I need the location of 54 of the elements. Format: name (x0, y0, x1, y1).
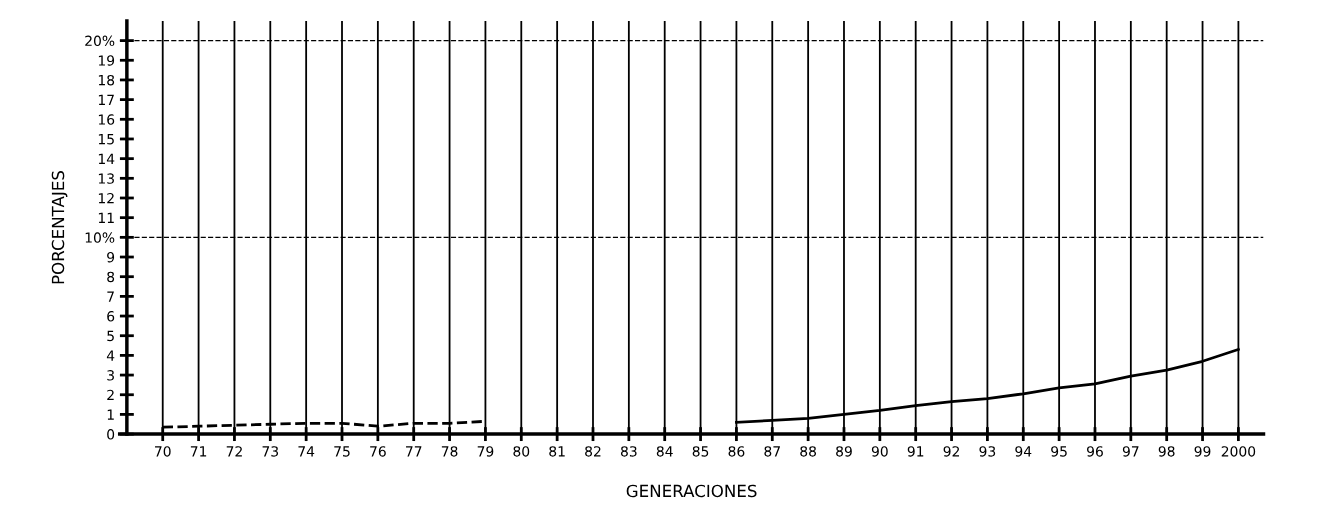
x-tick-label: 72 (226, 446, 242, 457)
x-tick-label: 70 (155, 446, 171, 457)
x-tick-label: 97 (1122, 446, 1139, 457)
x-tick-label: 92 (943, 446, 959, 457)
x-tick-label: 94 (1015, 446, 1032, 457)
x-tick-label: 88 (800, 446, 817, 457)
x-tick-label: 73 (262, 446, 279, 457)
y-tick-label: 9 (107, 251, 115, 263)
x-tick-label: 89 (836, 446, 852, 457)
x-tick-label: 75 (334, 446, 350, 457)
x-tick-label: 91 (907, 446, 924, 457)
x-tick-label: 87 (764, 446, 780, 457)
x-tick-label: 80 (513, 446, 530, 457)
x-tick-label: 93 (979, 446, 996, 457)
x-tick-label: 77 (406, 446, 422, 457)
x-tick-label: 85 (692, 446, 709, 457)
y-tick-label: 11 (98, 212, 114, 223)
x-axis-title: GENERACIONES (626, 484, 757, 498)
y-tick-label: 10% (85, 232, 115, 243)
y-tick-label: 1 (107, 409, 114, 420)
y-tick-label: 12 (98, 192, 114, 204)
y-tick-label: 3 (107, 370, 114, 381)
y-tick-label: 8 (107, 271, 115, 283)
x-tick-label: 99 (1194, 446, 1211, 457)
x-tick-label: 95 (1051, 446, 1067, 457)
y-tick-label: 14 (98, 153, 115, 164)
y-tick-label: 19 (98, 55, 115, 66)
y-tick-label: 0 (107, 429, 115, 440)
y-tick-label: 13 (98, 173, 114, 184)
x-tick-label: 81 (549, 446, 565, 457)
x-tick-label: 2000 (1221, 446, 1256, 457)
y-axis-title: PORCENTAJES (51, 171, 68, 284)
x-tick-label: 90 (871, 446, 888, 457)
y-tick-label: 4 (106, 350, 115, 361)
y-tick-label: 16 (98, 114, 115, 125)
y-tick-label: 7 (107, 291, 114, 302)
x-tick-label: 71 (190, 446, 207, 457)
x-tick-label: 79 (477, 446, 494, 457)
y-tick-label: 15 (98, 134, 114, 145)
x-tick-label: 78 (441, 446, 458, 457)
x-tick-label: 84 (656, 446, 673, 457)
y-tick-label: 20% (85, 35, 115, 47)
x-tick-label: 98 (1158, 446, 1175, 457)
x-tick-label: 96 (1087, 446, 1103, 457)
x-tick-label: 76 (370, 446, 386, 457)
x-tick-label: 74 (298, 446, 315, 457)
y-tick-label: 18 (98, 74, 115, 86)
y-tick-label: 17 (98, 94, 114, 105)
y-tick-label: 5 (107, 330, 114, 342)
x-tick-label: 86 (728, 446, 745, 457)
y-tick-label: 6 (107, 311, 115, 322)
y-tick-label: 2 (107, 389, 114, 401)
x-tick-label: 82 (585, 446, 601, 457)
x-tick-label: 83 (620, 446, 637, 457)
